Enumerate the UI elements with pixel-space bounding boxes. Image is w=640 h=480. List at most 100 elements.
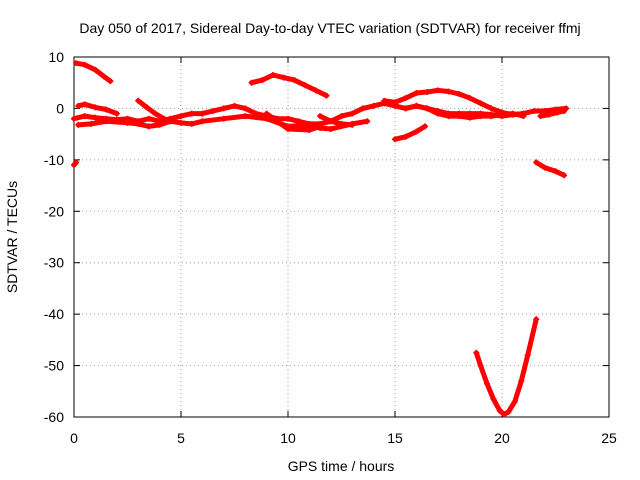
data-point <box>188 120 195 127</box>
data-point <box>92 104 99 111</box>
data-track-line <box>249 72 329 99</box>
data-point <box>92 66 99 73</box>
data-track <box>317 113 356 128</box>
x-axis-label: GPS time / hours <box>288 458 395 474</box>
data-point <box>359 105 366 112</box>
data-point <box>561 108 568 114</box>
data-point <box>338 113 345 120</box>
data-point <box>524 352 531 359</box>
data-track <box>473 316 540 418</box>
data-point <box>413 128 420 135</box>
data-point <box>392 136 398 143</box>
data-point <box>421 123 428 130</box>
data-point <box>81 113 88 120</box>
data-point <box>392 99 398 106</box>
data-point <box>488 113 495 120</box>
data-layer <box>71 60 570 418</box>
data-point <box>317 123 324 130</box>
y-tick-label: -10 <box>44 152 64 168</box>
data-point <box>73 60 80 67</box>
data-point <box>424 105 431 112</box>
data-point <box>145 115 152 122</box>
data-track-line <box>538 108 567 119</box>
data-point <box>518 378 525 384</box>
data-track <box>533 159 568 179</box>
data-track <box>73 60 114 85</box>
data-point <box>75 121 82 128</box>
data-track <box>402 102 527 121</box>
data-point <box>520 113 527 120</box>
y-tick-label: -30 <box>44 255 64 271</box>
data-point <box>167 118 174 125</box>
data-point <box>349 121 356 128</box>
data-point <box>210 108 217 114</box>
y-tick-label: 0 <box>56 100 64 116</box>
data-track <box>135 97 174 125</box>
data-point <box>445 113 452 120</box>
data-point <box>381 97 388 104</box>
data-point <box>317 113 324 120</box>
data-track <box>71 159 80 168</box>
x-tick-label: 25 <box>601 430 617 446</box>
data-point <box>263 115 270 122</box>
data-point <box>100 73 107 80</box>
plot-frame <box>73 56 610 418</box>
data-point <box>402 95 409 102</box>
data-point <box>323 92 330 99</box>
y-tick-label: -60 <box>44 409 64 425</box>
data-track-line <box>317 113 355 128</box>
data-point <box>477 113 484 120</box>
data-point <box>537 113 544 120</box>
data-point <box>152 110 159 117</box>
data-track <box>75 101 120 117</box>
data-point <box>75 102 82 109</box>
data-point <box>338 120 345 127</box>
y-tick-label: -20 <box>44 203 64 219</box>
y-tick-label: 10 <box>48 49 64 65</box>
data-point <box>92 114 99 121</box>
data-point <box>259 77 266 84</box>
data-point <box>242 113 249 120</box>
data-point <box>402 133 409 140</box>
data-point <box>434 87 441 94</box>
data-point <box>364 118 371 125</box>
data-point <box>402 105 409 112</box>
data-point <box>306 121 313 128</box>
data-point <box>509 110 516 117</box>
data-point <box>220 115 227 122</box>
data-track-line <box>392 123 428 142</box>
data-point <box>496 407 503 414</box>
data-point <box>488 105 495 112</box>
data-point <box>199 118 206 125</box>
data-point <box>81 101 88 108</box>
data-point <box>424 88 431 95</box>
data-point <box>445 88 452 95</box>
data-point <box>456 91 463 98</box>
data-point <box>312 87 319 94</box>
data-point <box>531 108 538 114</box>
data-point <box>302 82 309 89</box>
data-point <box>88 120 95 127</box>
data-point <box>490 396 497 402</box>
data-point <box>103 118 110 125</box>
data-point <box>541 164 548 171</box>
data-track-line <box>533 159 567 178</box>
data-point <box>285 115 291 122</box>
data-track <box>248 72 330 99</box>
data-point <box>477 100 484 107</box>
data-point <box>270 72 277 78</box>
data-point <box>370 102 377 109</box>
data-point <box>220 105 227 112</box>
data-track <box>263 110 324 134</box>
data-point <box>178 119 184 126</box>
data-point <box>156 121 163 128</box>
data-point <box>135 97 142 104</box>
data-point <box>552 168 559 175</box>
data-point <box>291 77 298 84</box>
data-point <box>554 109 561 116</box>
data-point <box>145 123 152 130</box>
data-point <box>466 95 473 102</box>
data-point <box>533 316 540 323</box>
data-point <box>511 398 518 405</box>
